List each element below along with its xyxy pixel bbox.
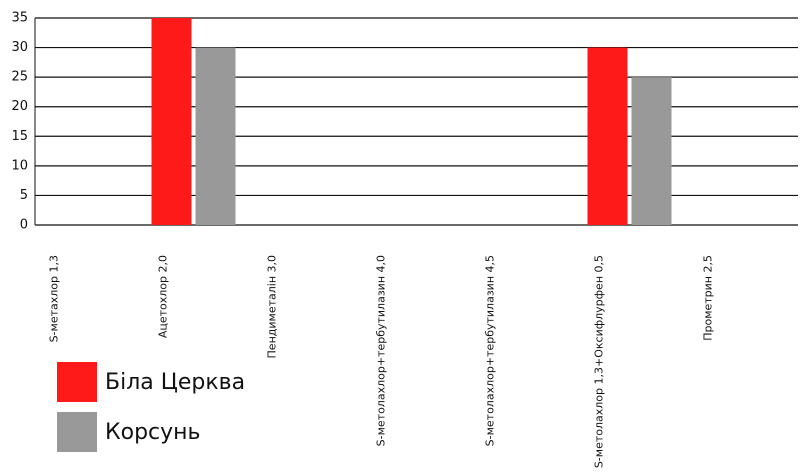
x-tick-label: Прометрин 2,5 bbox=[702, 255, 715, 341]
y-tick-label: 10 bbox=[11, 158, 28, 173]
x-tick-label: S-метахлор 1,3 bbox=[48, 255, 61, 342]
legend-swatch bbox=[57, 412, 97, 452]
y-tick-label: 15 bbox=[11, 129, 28, 144]
x-tick-label: S-метолахлор 1,3+Оксифлурфен 0,5 bbox=[593, 255, 606, 468]
y-tick-label: 35 bbox=[11, 11, 28, 26]
legend-label: Корсунь bbox=[105, 420, 201, 445]
x-tick-label: Пендиметалін 3,0 bbox=[266, 255, 279, 358]
x-tick-label: S-метолахлор+тербутилазин 4,0 bbox=[375, 255, 388, 446]
y-tick-label: 0 bbox=[20, 218, 28, 233]
x-tick-label: Ацетохлор 2,0 bbox=[157, 255, 170, 338]
bar bbox=[631, 77, 672, 226]
y-tick-label: 25 bbox=[11, 70, 28, 85]
y-tick-label: 20 bbox=[11, 99, 28, 114]
bar bbox=[587, 47, 628, 226]
y-tick-label: 5 bbox=[20, 188, 28, 203]
bar bbox=[151, 18, 192, 225]
legend-label: Біла Церква bbox=[105, 370, 245, 395]
legend-swatch bbox=[57, 362, 97, 402]
y-tick-label: 30 bbox=[11, 40, 28, 55]
bar bbox=[195, 47, 236, 226]
x-tick-label: S-метолахлор+тербутилазин 4,5 bbox=[484, 255, 497, 446]
